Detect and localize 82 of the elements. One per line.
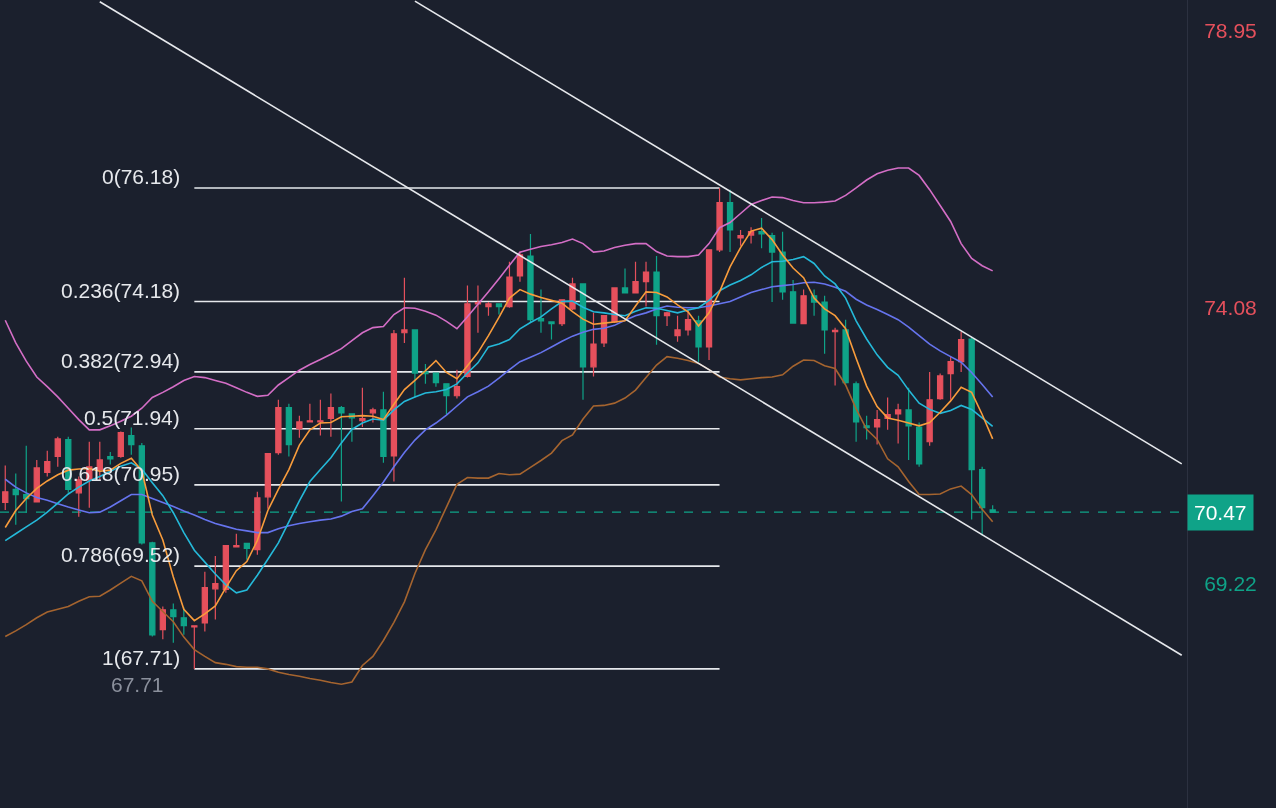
candlestick	[411, 329, 419, 399]
candlestick	[821, 295, 828, 355]
candlestick	[852, 380, 860, 443]
candlestick	[495, 303, 503, 316]
candlestick	[695, 315, 702, 363]
candlestick	[642, 261, 650, 308]
candlestick	[338, 405, 345, 502]
candlestick	[233, 533, 240, 548]
candlestick	[390, 329, 398, 483]
candlestick	[275, 399, 282, 456]
candlestick	[474, 285, 482, 334]
candlestick	[201, 571, 209, 633]
candlestick	[285, 403, 293, 458]
candlestick	[705, 249, 713, 361]
candlestick	[453, 369, 461, 400]
candlestick	[621, 267, 629, 294]
candlestick	[432, 372, 440, 388]
candlestick	[663, 311, 671, 327]
candlestick	[12, 472, 19, 526]
candlestick	[54, 436, 61, 468]
candlestick	[894, 403, 902, 445]
candlestick	[863, 415, 870, 441]
candlestick	[506, 261, 513, 309]
candlestick	[317, 399, 324, 437]
candlestick	[264, 453, 272, 510]
candlestick	[831, 327, 839, 387]
candlestick	[936, 373, 944, 401]
annotation: 67.71	[111, 673, 164, 696]
candlestick	[926, 371, 933, 447]
line-series	[4, 281, 994, 534]
candlestick	[957, 331, 965, 373]
candlestick	[306, 403, 314, 423]
candlestick	[401, 277, 408, 344]
candlestick	[590, 312, 597, 378]
y-tick-label: 69.22	[1204, 571, 1257, 595]
ref-line-label: 0.382(72.94)	[61, 349, 181, 372]
candlestick	[443, 383, 450, 416]
candlestick	[684, 309, 692, 337]
candlestick	[716, 187, 723, 253]
candlestick	[527, 233, 534, 323]
candlestick	[548, 321, 555, 341]
candlestick	[537, 288, 545, 334]
candlestick	[2, 465, 9, 511]
candlestick	[873, 409, 881, 446]
candlestick	[653, 255, 660, 346]
candlestick	[758, 217, 765, 249]
candlestick	[464, 285, 471, 379]
y-tick-label: 78.95	[1204, 19, 1257, 43]
candlestick	[516, 250, 524, 283]
candlestick	[107, 451, 114, 466]
candlestick	[327, 392, 335, 438]
candlestick	[212, 555, 219, 621]
candlestick	[485, 301, 492, 317]
candlestick	[768, 232, 776, 303]
candlestick	[915, 421, 923, 468]
y-tick-label: 74.08	[1204, 295, 1257, 319]
candlestick	[254, 491, 261, 556]
candlestick	[800, 288, 807, 325]
candlestick	[369, 407, 377, 424]
ref-line-label: 0.236(74.18)	[61, 279, 181, 302]
candlestick	[789, 279, 797, 325]
candlestick	[44, 450, 51, 477]
candlestick	[359, 387, 366, 428]
candlestick	[726, 189, 734, 253]
candlestick	[191, 625, 198, 670]
candlestick	[674, 315, 681, 343]
candlestick	[947, 355, 954, 401]
candlestick	[170, 602, 177, 644]
candlestick	[842, 319, 849, 385]
candlestick	[632, 261, 639, 294]
line-series	[4, 167, 994, 431]
candlestick	[422, 363, 429, 385]
candlestick	[579, 283, 587, 401]
candlestick	[296, 415, 303, 439]
ref-line-label: 0(76.18)	[102, 165, 181, 188]
candlestick	[243, 542, 251, 561]
ref-line-label: 1(67.71)	[102, 646, 181, 669]
candlestick	[905, 387, 912, 461]
candlestick	[737, 229, 744, 247]
ref-line-label: 70.47	[1194, 501, 1247, 524]
candlestick	[117, 430, 124, 459]
candlestick	[380, 391, 387, 464]
